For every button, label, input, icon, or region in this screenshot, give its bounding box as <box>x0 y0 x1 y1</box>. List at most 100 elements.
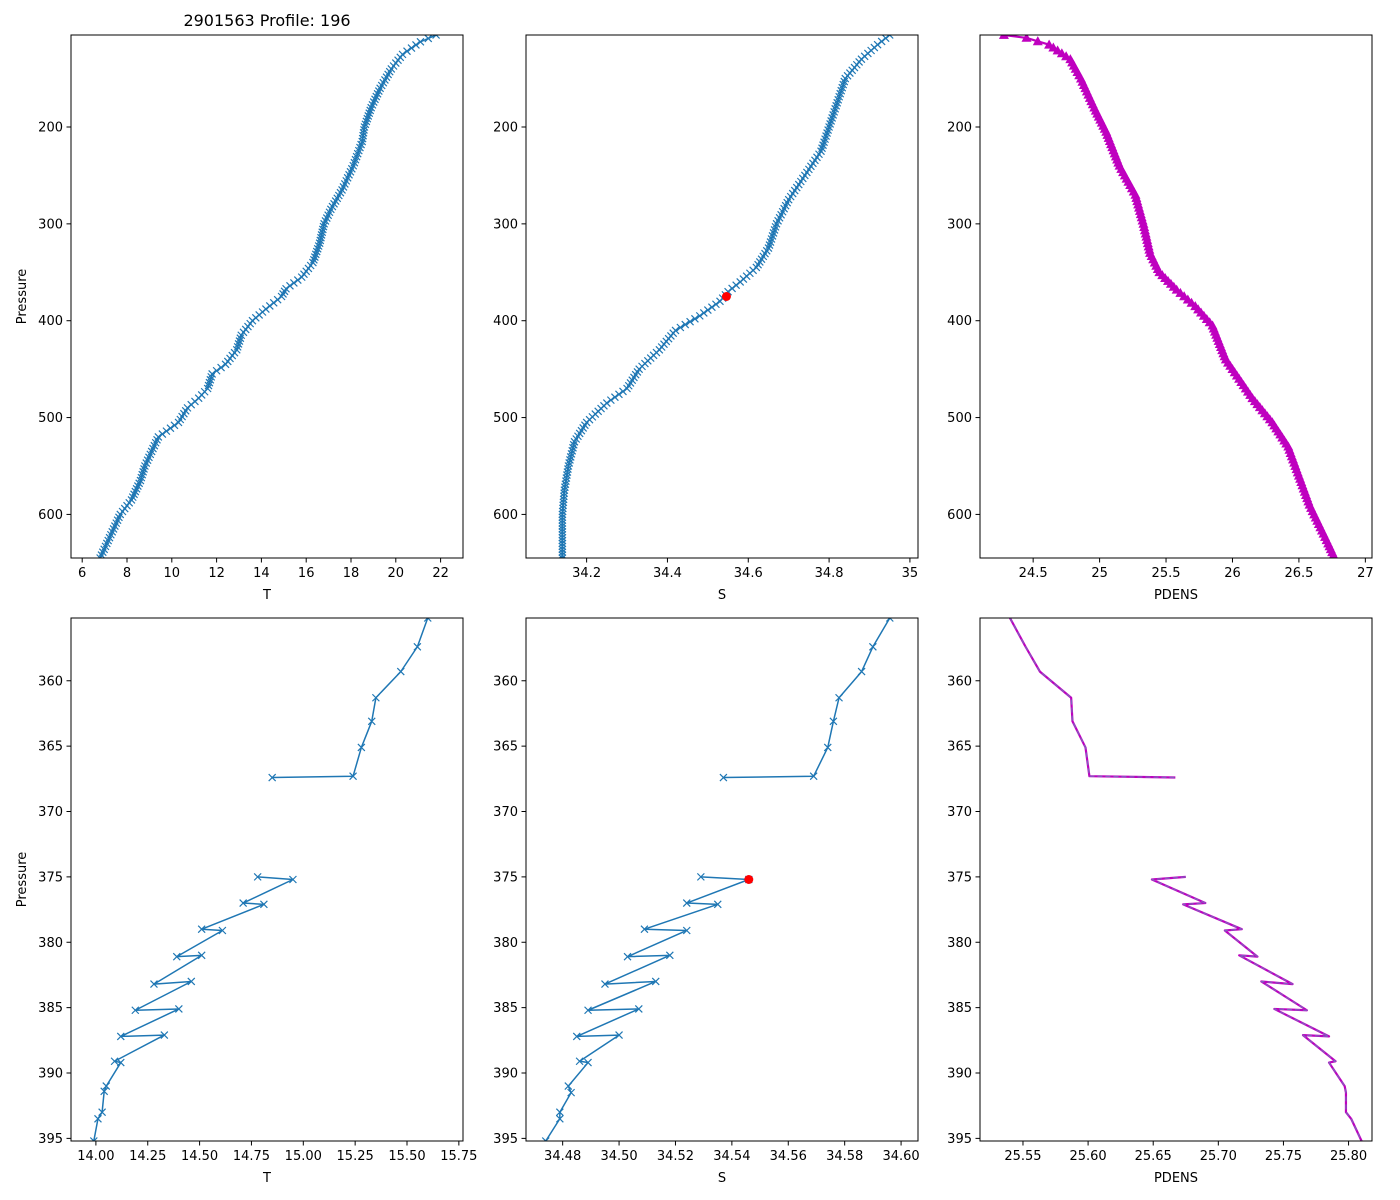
data-point <box>187 977 196 986</box>
x-tick-label: 25.5 <box>1152 566 1181 581</box>
data-point <box>567 1088 576 1097</box>
panel-density-zoom: 25.55 25.60 25.65 25.70 25.75 25.80 360 365 370 3… <box>947 617 1373 1186</box>
x-tick-label: 25.60 <box>1069 1149 1106 1164</box>
data-point <box>102 1082 111 1091</box>
x-tick-label: 34.58 <box>826 1149 863 1164</box>
x-tick-label: 34.48 <box>544 1149 581 1164</box>
data-point <box>640 925 649 934</box>
axes-frame <box>70 34 464 559</box>
data-point <box>235 337 244 345</box>
data-point <box>413 642 422 651</box>
data-point <box>564 465 572 473</box>
data-point <box>682 926 691 935</box>
data-point <box>615 390 623 399</box>
data-point <box>239 899 248 907</box>
data-point <box>289 279 298 287</box>
data-point <box>432 35 441 39</box>
data-point <box>575 1057 584 1066</box>
y-tick-label: 385 <box>493 1001 518 1016</box>
y-axis-label: Pressure <box>15 269 30 325</box>
data-point <box>116 1032 125 1041</box>
y-tick-label: 300 <box>947 217 972 232</box>
data-point <box>606 396 615 405</box>
y-tick-label: 370 <box>38 805 63 820</box>
data-point <box>560 486 569 495</box>
y-axis-label: Pressure <box>15 852 30 908</box>
axes-frame <box>525 34 919 559</box>
data-point <box>423 618 432 622</box>
series-line <box>1150 875 1363 1141</box>
x-axis-label: T <box>262 1171 271 1186</box>
y-tick-label: 385 <box>38 1001 63 1016</box>
data-point <box>170 421 179 430</box>
data-point <box>315 239 324 248</box>
data-point <box>558 507 567 516</box>
data-point <box>234 340 243 348</box>
plot-area <box>998 35 1338 558</box>
data-point <box>140 462 149 470</box>
y-tick-label: 300 <box>38 217 63 232</box>
x-tick-label: 15.25 <box>337 1149 374 1164</box>
panel-salinity-zoom: 34.48 34.50 34.52 34.54 34.56 34.58 34.60 360 36… <box>493 617 920 1186</box>
x-tick-label: 15.00 <box>285 1149 322 1164</box>
data-point <box>150 980 158 989</box>
data-point <box>716 297 724 306</box>
data-point <box>699 309 708 317</box>
data-point <box>823 743 832 752</box>
data-point <box>311 250 320 259</box>
y-tick-label: 380 <box>38 936 63 951</box>
data-point <box>312 247 321 256</box>
data-point <box>233 342 242 351</box>
data-point <box>558 522 567 530</box>
data-point <box>555 1114 564 1123</box>
data-point <box>558 551 567 558</box>
x-tick-label: 26 <box>1224 566 1241 581</box>
data-point <box>137 473 146 482</box>
y-tick-label: 365 <box>493 740 518 755</box>
data-point <box>558 539 567 548</box>
data-point <box>558 504 567 513</box>
x-tick-label: 12 <box>208 566 225 581</box>
x-tick-label: 6 <box>78 566 86 581</box>
data-point <box>696 872 705 881</box>
data-point <box>712 300 720 309</box>
y-tick-label: 365 <box>38 740 63 755</box>
x-tick-label: 34.8 <box>815 566 844 581</box>
data-point <box>829 717 838 726</box>
data-point <box>138 470 147 479</box>
y-tick-label: 370 <box>493 805 518 820</box>
series-line-overlay <box>1151 876 1363 1141</box>
x-tick-label: 34.50 <box>600 1149 637 1164</box>
axes-frame <box>979 34 1373 559</box>
data-point <box>558 542 567 551</box>
data-point <box>713 900 722 909</box>
data-point <box>208 370 217 378</box>
plot-area <box>89 618 432 1141</box>
data-point <box>174 418 183 427</box>
data-point <box>868 642 877 651</box>
y-tick-label: 370 <box>947 805 972 820</box>
x-tick-label: 34.6 <box>734 566 763 581</box>
data-point <box>559 498 568 507</box>
data-point <box>371 693 380 702</box>
data-point <box>623 952 632 961</box>
x-axis-label: S <box>718 588 726 603</box>
data-point <box>584 1006 592 1015</box>
x-tick-label: 34.60 <box>882 1149 919 1164</box>
data-point <box>809 772 818 781</box>
x-tick-label: 24.5 <box>1019 566 1048 581</box>
data-point <box>885 618 894 622</box>
data-point <box>558 554 567 558</box>
x-axis-label: T <box>262 588 271 603</box>
y-tick-label: 500 <box>493 411 518 426</box>
data-point <box>565 459 574 467</box>
x-tick-label: 27 <box>1357 566 1374 581</box>
data-point <box>407 44 416 52</box>
data-point <box>558 513 567 522</box>
data-point <box>541 1137 550 1141</box>
x-tick-label: 16 <box>298 566 315 581</box>
data-point <box>561 477 570 486</box>
y-tick-label: 500 <box>947 411 972 426</box>
data-point <box>562 474 571 483</box>
data-point <box>564 1082 573 1091</box>
